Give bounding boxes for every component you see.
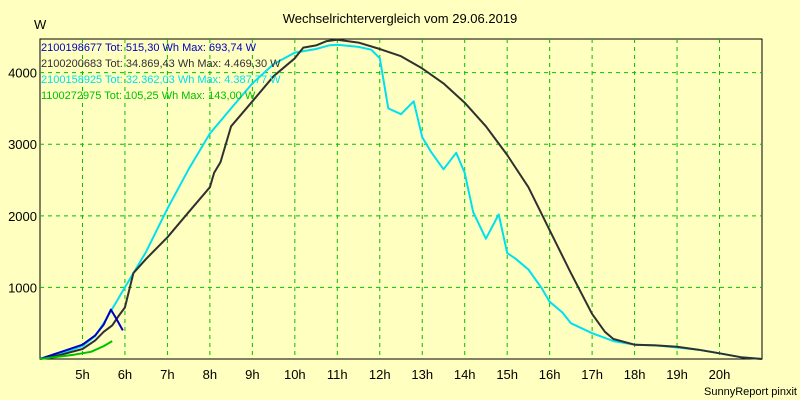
y-axis-unit: W [34,17,47,32]
legend-entry-1: 2100200683 Tot: 34.869,43 Wh Max: 4.469,… [41,58,281,70]
series-line-1 [39,38,763,360]
legend-entry-2: 2100158925 Tot: 32.362,03 Wh Max: 4.387,… [41,74,281,86]
x-tick-label: 14h [454,367,476,382]
legend-entry-0: 2100198677 Tot: 515,30 Wh Max: 693,74 W [41,42,257,54]
x-tick-label: 6h [118,367,132,382]
x-tick-label: 18h [624,367,646,382]
x-tick-label: 20h [709,367,731,382]
series-line-3 [39,340,113,360]
legend-entry-3: 1100272975 Tot: 105,25 Wh Max: 143,00 W [41,90,256,102]
series-line-2 [39,43,763,360]
x-tick-label: 11h [327,367,348,382]
x-axis-ticks: 5h 6h 7h 8h 9h 10h 11h 12h 13h 14h 15h 16h 17h 18h 19h… [75,367,730,382]
x-tick-label: 5h [75,367,89,382]
series-lines [39,38,763,360]
y-tick-label: 3000 [8,137,37,152]
x-tick-label: 15h [496,367,518,382]
grid-lines [40,39,762,359]
x-tick-label: 7h [160,367,174,382]
footer-credit: SunnyReport pinxit [704,386,797,398]
x-tick-label: 16h [539,367,561,382]
y-axis-ticks: 1000 2000 3000 4000 [8,66,37,296]
x-tick-label: 17h [581,367,603,382]
plot-area [39,38,763,360]
chart-title: Wechselrichtervergleich vom 29.06.2019 [283,11,518,26]
y-tick-label: 2000 [8,209,37,224]
y-tick-label: 4000 [8,66,37,81]
y-tick-label: 1000 [8,280,37,295]
x-tick-label: 12h [369,367,391,382]
legend: 2100198677 Tot: 515,30 Wh Max: 693,74 W 2… [41,42,281,102]
x-tick-label: 8h [203,367,217,382]
x-tick-label: 13h [411,367,433,382]
x-tick-label: 10h [284,367,306,382]
x-tick-label: 9h [245,367,259,382]
x-tick-label: 19h [666,367,688,382]
series-line-0 [39,308,124,360]
plot-border [39,38,763,360]
